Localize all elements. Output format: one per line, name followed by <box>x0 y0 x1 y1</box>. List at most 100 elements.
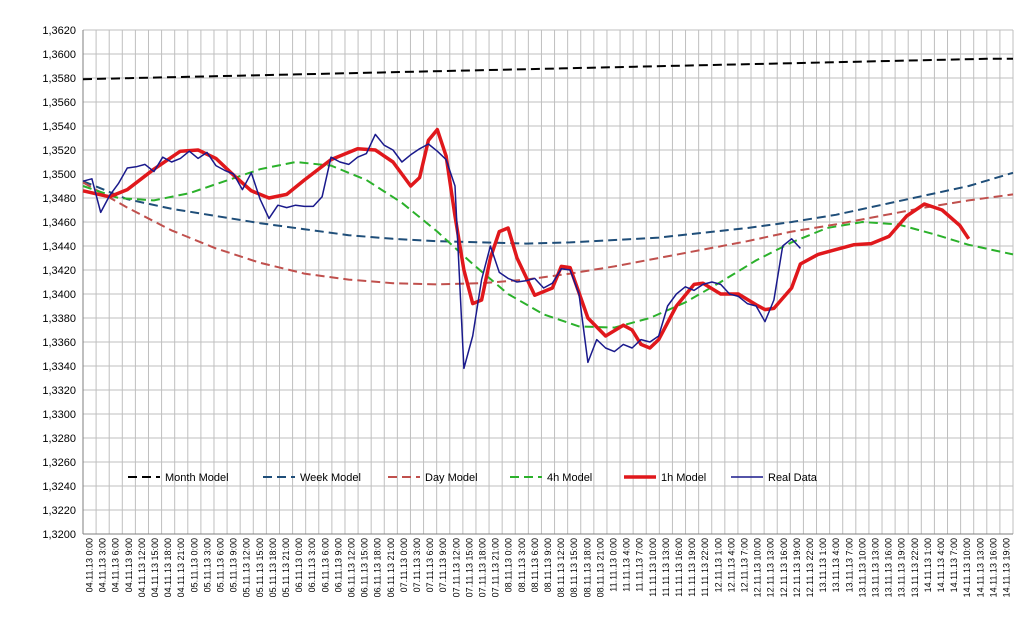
y-tick-label: 1,3480 <box>42 193 76 205</box>
x-tick-label: 06.11.13 3:00 <box>307 538 317 592</box>
x-tick-label: 05.11.13 0:00 <box>189 538 199 592</box>
x-tick-label: 05.11.13 15:00 <box>255 538 265 597</box>
series-line-1h-model <box>82 127 971 350</box>
x-tick-label: 08.11.13 15:00 <box>569 538 579 597</box>
x-tick-label: 04.11.13 12:00 <box>137 538 147 597</box>
y-tick-label: 1,3420 <box>42 265 76 277</box>
y-tick-label: 1,3580 <box>42 73 76 85</box>
legend-label: 1h Model <box>661 472 706 484</box>
x-tick-label: 06.11.13 9:00 <box>333 538 343 592</box>
y-tick-label: 1,3520 <box>42 145 76 157</box>
x-tick-label: 14.11.13 19:00 <box>1001 538 1011 597</box>
x-tick-label: 13.11.13 16:00 <box>884 538 894 597</box>
x-tick-label: 06.11.13 12:00 <box>347 538 357 597</box>
x-tick-label: 05.11.13 6:00 <box>216 538 226 592</box>
x-tick-label: 11.11.13 4:00 <box>622 538 632 592</box>
y-tick-label: 1,3280 <box>42 433 76 445</box>
x-tick-label: 12.11.13 4:00 <box>726 538 736 592</box>
legend-label: Real Data <box>768 472 818 484</box>
legend-label: 4h Model <box>547 472 592 484</box>
y-tick-label: 1,3460 <box>42 217 76 229</box>
x-tick-label: 14.11.13 7:00 <box>949 538 959 592</box>
y-tick-label: 1,3340 <box>42 361 76 373</box>
x-tick-label: 08.11.13 18:00 <box>582 538 592 597</box>
y-tick-label: 1,3380 <box>42 313 76 325</box>
x-tick-label: 13.11.13 19:00 <box>897 538 907 597</box>
x-tick-label: 08.11.13 12:00 <box>556 538 566 597</box>
x-tick-label: 12.11.13 16:00 <box>779 538 789 597</box>
x-tick-label: 04.11.13 18:00 <box>163 538 173 597</box>
x-tick-label: 04.11.13 9:00 <box>124 538 134 592</box>
x-tick-label: 05.11.13 3:00 <box>202 538 212 592</box>
y-tick-label: 1,3540 <box>42 121 76 133</box>
x-tick-label: 06.11.13 15:00 <box>360 538 370 597</box>
x-tick-label: 13.11.13 22:00 <box>910 538 920 597</box>
y-axis-ticks: 1,3200 1,3220 1,3240 1,3260 1,3280 1,3300 1,33… <box>42 25 76 541</box>
x-tick-label: 14.11.13 1:00 <box>923 538 933 592</box>
x-tick-label: 04.11.13 0:00 <box>85 538 95 592</box>
x-tick-label: 12.11.13 7:00 <box>739 538 749 592</box>
y-tick-label: 1,3260 <box>42 457 76 469</box>
y-tick-label: 1,3240 <box>42 481 76 493</box>
gridlines <box>82 29 1014 535</box>
x-tick-label: 08.11.13 6:00 <box>530 538 540 592</box>
x-tick-label: 04.11.13 6:00 <box>111 538 121 592</box>
x-tick-label: 06.11.13 21:00 <box>386 538 396 597</box>
y-tick-label: 1,3440 <box>42 241 76 253</box>
y-tick-label: 1,3360 <box>42 337 76 349</box>
x-tick-label: 07.11.13 0:00 <box>399 538 409 592</box>
series-line-real-data <box>82 133 801 370</box>
x-tick-label: 05.11.13 12:00 <box>242 538 252 597</box>
x-tick-label: 12.11.13 1:00 <box>713 538 723 592</box>
x-tick-label: 07.11.13 18:00 <box>478 538 488 597</box>
x-tick-label: 14.11.13 16:00 <box>988 538 998 597</box>
x-tick-label: 05.11.13 9:00 <box>229 538 239 592</box>
legend: Month Model Week Model Day Model 4h Model 1h… <box>128 472 818 484</box>
x-tick-label: 13.11.13 10:00 <box>857 538 867 597</box>
legend-label: Week Model <box>300 472 361 484</box>
series-line-month-model <box>82 57 1013 81</box>
x-tick-label: 04.11.13 21:00 <box>176 538 186 597</box>
y-tick-label: 1,3620 <box>42 25 76 37</box>
y-tick-label: 1,3320 <box>42 385 76 397</box>
x-tick-label: 08.11.13 9:00 <box>543 538 553 592</box>
x-tick-label: 08.11.13 0:00 <box>504 538 514 592</box>
x-tick-label: 08.11.13 21:00 <box>595 538 605 597</box>
x-tick-label: 06.11.13 0:00 <box>294 538 304 592</box>
x-tick-label: 13.11.13 13:00 <box>870 538 880 597</box>
x-tick-label: 08.11.13 3:00 <box>517 538 527 592</box>
y-tick-label: 1,3600 <box>42 49 76 61</box>
x-tick-label: 07.11.13 9:00 <box>438 538 448 592</box>
x-tick-label: 12.11.13 13:00 <box>766 538 776 597</box>
x-tick-label: 11.11.13 0:00 <box>608 538 618 592</box>
x-tick-label: 12.11.13 22:00 <box>805 538 815 597</box>
x-axis-ticks: 04.11.13 0:00 04.11.13 3:00 04.11.13 6:00 0… <box>85 538 1012 597</box>
y-tick-label: 1,3200 <box>42 529 76 541</box>
x-tick-label: 14.11.13 4:00 <box>936 538 946 592</box>
x-tick-label: 07.11.13 21:00 <box>491 538 501 597</box>
x-tick-label: 14.11.13 13:00 <box>975 538 985 597</box>
y-tick-label: 1,3560 <box>42 97 76 109</box>
x-tick-label: 04.11.13 3:00 <box>98 538 108 592</box>
series-lines <box>82 57 1014 370</box>
x-tick-label: 11.11.13 10:00 <box>648 538 658 597</box>
x-tick-label: 11.11.13 7:00 <box>635 538 645 592</box>
y-tick-label: 1,3400 <box>42 289 76 301</box>
legend-label: Month Model <box>165 472 229 484</box>
x-tick-label: 07.11.13 12:00 <box>451 538 461 597</box>
x-tick-label: 07.11.13 15:00 <box>464 538 474 597</box>
x-tick-label: 13.11.13 7:00 <box>844 538 854 592</box>
x-tick-label: 06.11.13 6:00 <box>320 538 330 592</box>
series-line-day-model <box>82 181 1014 286</box>
x-tick-label: 14.11.13 10:00 <box>962 538 972 597</box>
x-tick-label: 11.11.13 13:00 <box>661 538 671 597</box>
y-tick-label: 1,3300 <box>42 409 76 421</box>
legend-label: Day Model <box>425 472 478 484</box>
y-tick-label: 1,3220 <box>42 505 76 517</box>
x-tick-label: 04.11.13 15:00 <box>150 538 160 597</box>
x-tick-label: 05.11.13 18:00 <box>268 538 278 597</box>
x-tick-label: 11.11.13 22:00 <box>700 538 710 597</box>
x-tick-label: 07.11.13 3:00 <box>412 538 422 592</box>
